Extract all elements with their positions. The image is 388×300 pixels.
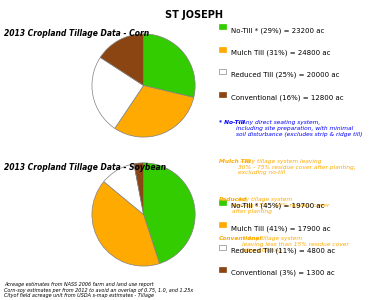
Text: - Any tillage system
leaving 15% - 30% residue cover
after planting: - Any tillage system leaving 15% - 30% r… <box>232 197 330 214</box>
Wedge shape <box>144 34 195 98</box>
Wedge shape <box>104 164 144 214</box>
Text: - Any direct seating system,
including site preparation, with minimal
soil distu: - Any direct seating system, including s… <box>236 120 362 136</box>
Wedge shape <box>134 163 144 214</box>
Text: Mulch Till (41%) = 17900 ac: Mulch Till (41%) = 17900 ac <box>231 225 331 232</box>
Text: Conventional (16%) = 12800 ac: Conventional (16%) = 12800 ac <box>231 94 343 101</box>
Wedge shape <box>115 85 194 137</box>
Wedge shape <box>100 34 144 86</box>
Text: Reduced Till (11%) = 4800 ac: Reduced Till (11%) = 4800 ac <box>231 248 335 254</box>
Text: 2013 Cropland Tillage Data - Soybean: 2013 Cropland Tillage Data - Soybean <box>4 164 166 172</box>
Text: Mulch Till: Mulch Till <box>219 159 251 164</box>
Text: Conventional (3%) = 1300 ac: Conventional (3%) = 1300 ac <box>231 270 334 277</box>
Text: 2013 Cropland Tillage Data - Corn: 2013 Cropland Tillage Data - Corn <box>4 28 149 38</box>
Text: No-Till * (29%) = 23200 ac: No-Till * (29%) = 23200 ac <box>231 27 324 34</box>
Wedge shape <box>144 163 195 264</box>
Text: - Any tillage system
leaving less than 15% residue cover
after planting: - Any tillage system leaving less than 1… <box>242 236 348 253</box>
Text: Acreage estimates from NASS 2006 farm and land use report
Corn-soy estimates per: Acreage estimates from NASS 2006 farm an… <box>4 282 193 298</box>
Text: Mulch Till (31%) = 24800 ac: Mulch Till (31%) = 24800 ac <box>231 50 330 56</box>
Text: Conventional: Conventional <box>219 236 263 241</box>
Wedge shape <box>92 57 144 128</box>
Text: Reduced Till (25%) = 20000 ac: Reduced Till (25%) = 20000 ac <box>231 72 340 79</box>
Wedge shape <box>92 182 159 266</box>
Text: - Any tillage system leaving
30% - 75% residue cover after planting,
excluding n: - Any tillage system leaving 30% - 75% r… <box>238 159 355 175</box>
Text: * No-Till: * No-Till <box>219 120 245 125</box>
Text: Reduced: Reduced <box>219 197 248 202</box>
Text: ST JOSEPH: ST JOSEPH <box>165 11 223 20</box>
Text: No-Till * (45%) = 19700 ac: No-Till * (45%) = 19700 ac <box>231 202 324 209</box>
